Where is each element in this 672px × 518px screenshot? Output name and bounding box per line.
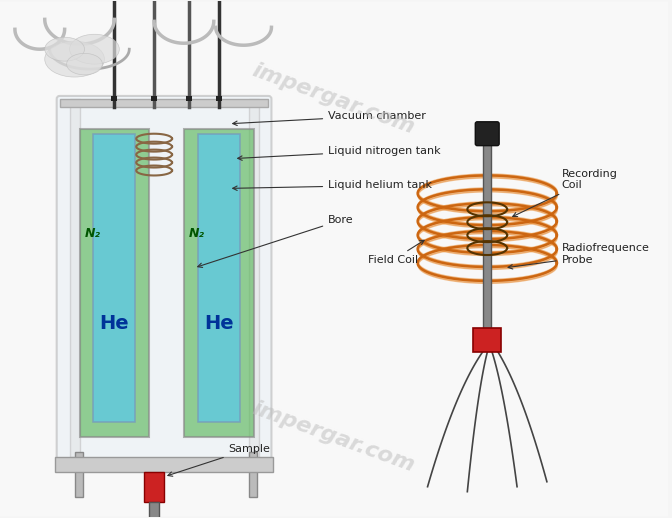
Bar bbox=[70, 99, 79, 457]
Bar bbox=[473, 327, 501, 352]
Bar bbox=[151, 96, 157, 101]
Bar bbox=[249, 99, 259, 457]
Text: Vacuum chamber: Vacuum chamber bbox=[233, 111, 426, 125]
Bar bbox=[198, 134, 240, 422]
Bar bbox=[75, 452, 83, 497]
Text: Recording
Coil: Recording Coil bbox=[513, 169, 618, 217]
Text: Liquid helium tank: Liquid helium tank bbox=[233, 180, 432, 191]
Text: Radiofrequence
Probe: Radiofrequence Probe bbox=[508, 243, 650, 269]
Bar bbox=[184, 129, 253, 437]
Bar bbox=[54, 457, 274, 472]
Bar bbox=[60, 99, 269, 107]
Bar bbox=[112, 96, 118, 101]
Bar bbox=[249, 452, 257, 497]
FancyBboxPatch shape bbox=[56, 96, 271, 460]
Ellipse shape bbox=[45, 37, 85, 61]
Text: N₂: N₂ bbox=[85, 227, 101, 240]
FancyBboxPatch shape bbox=[475, 122, 499, 146]
Text: Sample: Sample bbox=[168, 444, 271, 476]
Bar bbox=[483, 139, 491, 327]
Text: impergar.com: impergar.com bbox=[249, 398, 417, 476]
Bar bbox=[216, 96, 222, 101]
Ellipse shape bbox=[45, 41, 104, 77]
Text: Liquid nitrogen tank: Liquid nitrogen tank bbox=[238, 146, 441, 161]
Text: He: He bbox=[204, 314, 234, 333]
Bar bbox=[186, 96, 192, 101]
Ellipse shape bbox=[67, 53, 102, 75]
Text: N₂: N₂ bbox=[189, 227, 205, 240]
Text: Field Coil: Field Coil bbox=[368, 240, 424, 265]
Bar bbox=[79, 129, 149, 437]
Text: He: He bbox=[99, 314, 129, 333]
Bar bbox=[149, 501, 159, 518]
Text: impergar.com: impergar.com bbox=[249, 60, 417, 138]
Ellipse shape bbox=[70, 34, 120, 64]
Bar bbox=[144, 472, 164, 501]
Bar bbox=[93, 134, 135, 422]
Text: Bore: Bore bbox=[198, 215, 353, 267]
